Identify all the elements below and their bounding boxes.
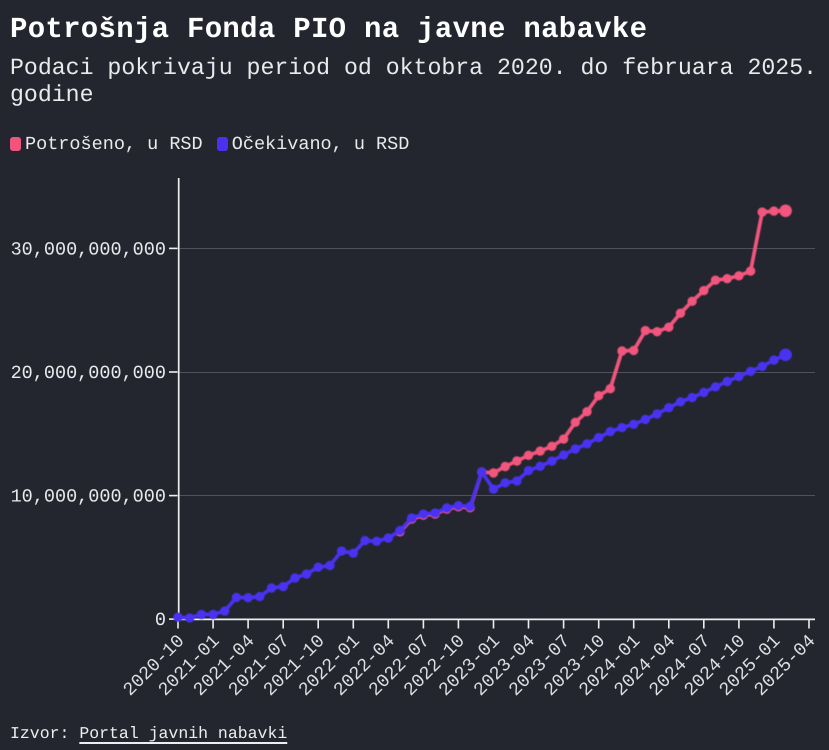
svg-text:30,000,000,000: 30,000,000,000 — [11, 239, 166, 260]
svg-text:20,000,000,000: 20,000,000,000 — [11, 363, 166, 384]
svg-text:10,000,000,000: 10,000,000,000 — [11, 487, 166, 508]
svg-text:0: 0 — [155, 610, 166, 631]
